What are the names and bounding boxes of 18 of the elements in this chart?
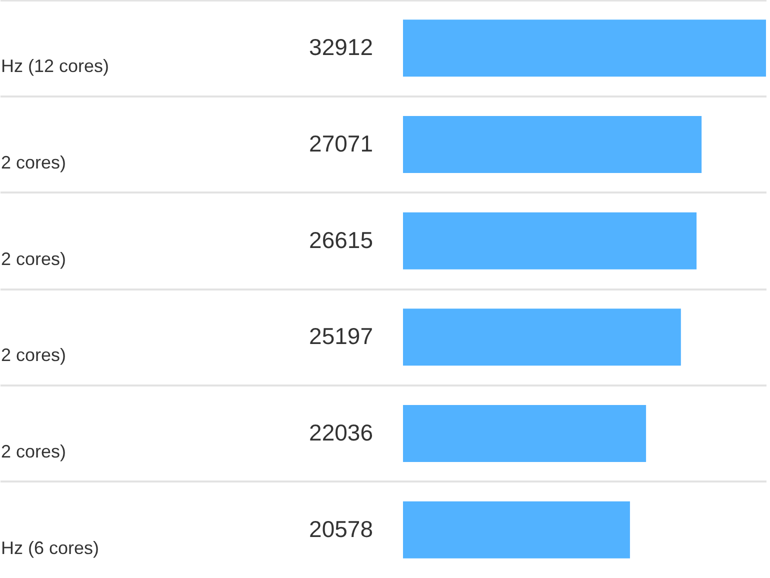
bar bbox=[403, 212, 697, 270]
data-label: 25197 bbox=[309, 323, 373, 350]
data-label: 20578 bbox=[309, 516, 373, 542]
data-label: 22036 bbox=[309, 420, 373, 446]
data-label: 32912 bbox=[309, 34, 373, 60]
y-tick-label: 2 cores) bbox=[1, 345, 66, 366]
y-tick-label: 2 cores) bbox=[1, 442, 66, 462]
bar bbox=[403, 405, 646, 462]
data-label: 26615 bbox=[309, 226, 373, 253]
data-label: 27071 bbox=[309, 130, 373, 156]
y-tick-label: Hz (12 cores) bbox=[1, 56, 110, 76]
bar bbox=[403, 116, 702, 173]
bar bbox=[403, 20, 766, 77]
y-tick-label: 2 cores) bbox=[1, 152, 66, 172]
y-tick-label: 2 cores) bbox=[1, 248, 66, 269]
bar bbox=[403, 501, 630, 558]
bar bbox=[403, 308, 681, 366]
y-tick-label: Hz (6 cores) bbox=[1, 538, 100, 558]
